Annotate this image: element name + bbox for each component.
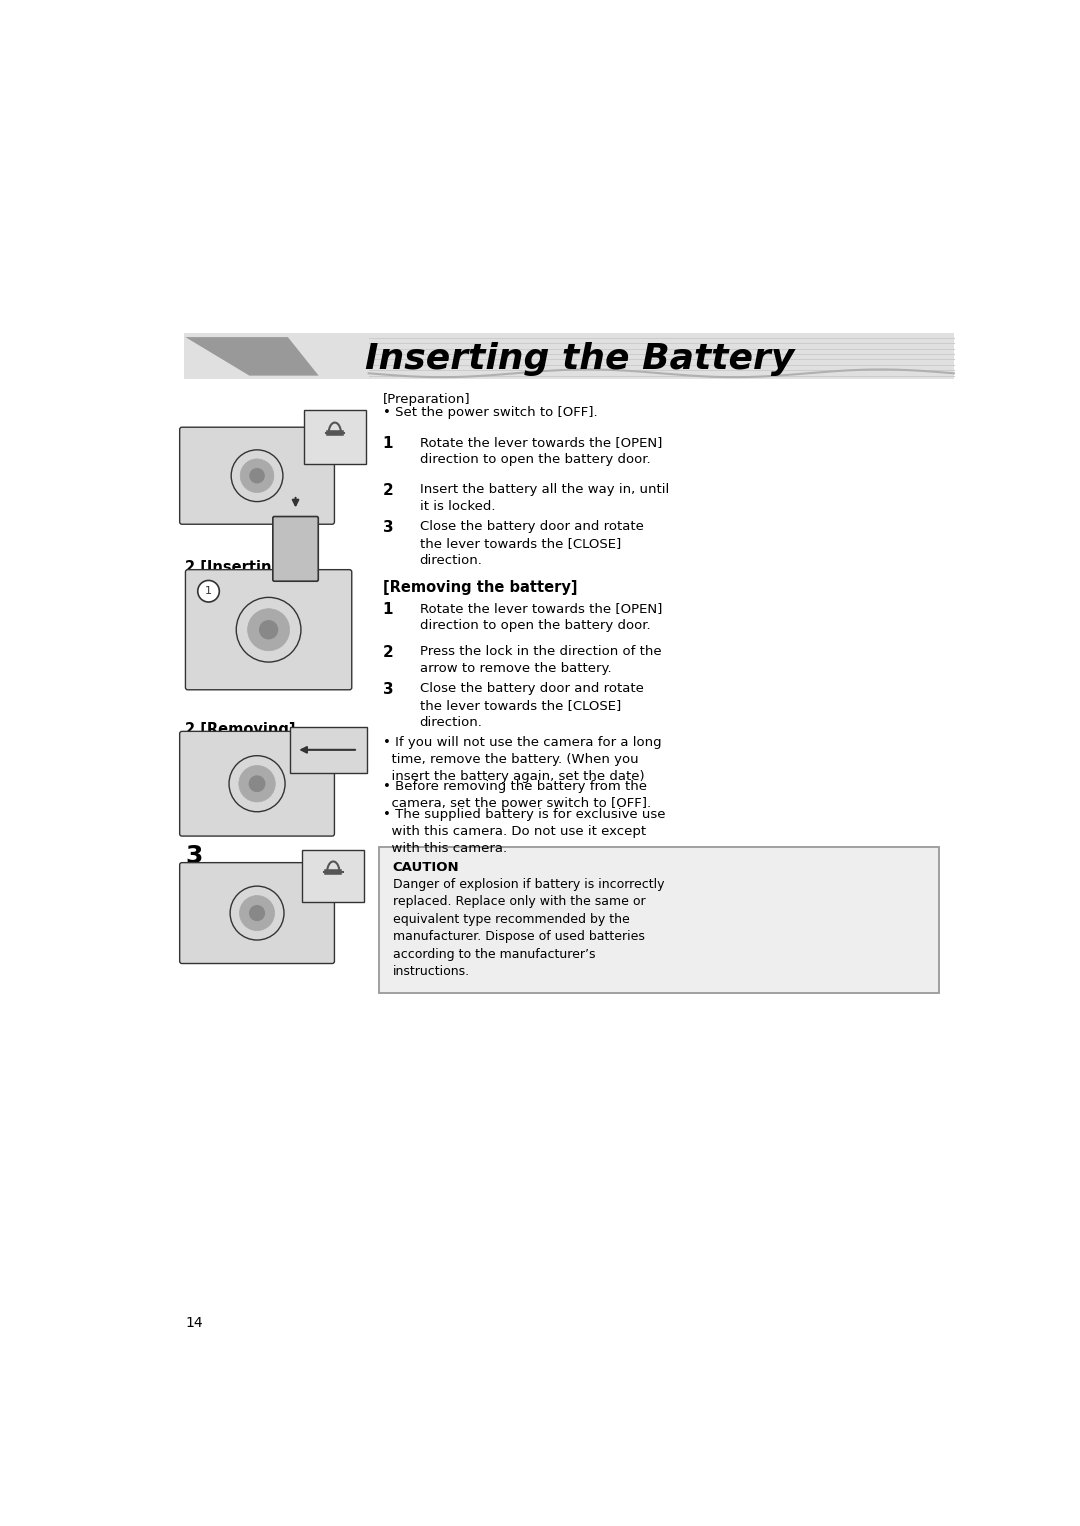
FancyBboxPatch shape <box>305 410 366 464</box>
Text: • If you will not use the camera for a long
  time, remove the battery. (When yo: • If you will not use the camera for a l… <box>382 736 661 783</box>
Text: • The supplied battery is for exclusive use
  with this camera. Do not use it ex: • The supplied battery is for exclusive … <box>382 809 665 856</box>
Text: • Set the power switch to [OFF].: • Set the power switch to [OFF]. <box>382 406 597 418</box>
FancyBboxPatch shape <box>379 847 940 993</box>
Text: Press the lock in the direction of the
arrow to remove the battery.: Press the lock in the direction of the a… <box>419 645 661 674</box>
Text: Rotate the lever towards the [OPEN]
direction to open the battery door.: Rotate the lever towards the [OPEN] dire… <box>419 601 662 632</box>
Text: 2 [Inserting]: 2 [Inserting] <box>186 560 289 575</box>
Text: [Preparation]: [Preparation] <box>382 392 470 406</box>
Text: 14: 14 <box>186 1317 203 1331</box>
Text: Inserting the Battery: Inserting the Battery <box>365 342 794 375</box>
Circle shape <box>198 580 219 601</box>
FancyBboxPatch shape <box>186 569 352 690</box>
Text: CAUTION: CAUTION <box>392 861 459 874</box>
Text: 3: 3 <box>186 844 203 868</box>
Circle shape <box>248 775 266 792</box>
Text: • Before removing the battery from the
  camera, set the power switch to [OFF].: • Before removing the battery from the c… <box>382 780 650 810</box>
Text: 3: 3 <box>382 682 393 697</box>
Circle shape <box>249 905 265 922</box>
Text: Rotate the lever towards the [OPEN]
direction to open the battery door.: Rotate the lever towards the [OPEN] dire… <box>419 436 662 465</box>
Circle shape <box>247 609 289 650</box>
FancyBboxPatch shape <box>291 726 367 774</box>
Text: 1: 1 <box>382 436 393 450</box>
FancyBboxPatch shape <box>273 516 319 581</box>
Text: 2: 2 <box>382 645 393 661</box>
FancyBboxPatch shape <box>179 427 335 525</box>
Text: 1: 1 <box>382 601 393 617</box>
Text: [Removing the battery]: [Removing the battery] <box>382 580 577 595</box>
Text: Close the battery door and rotate
the lever towards the [CLOSE]
direction.: Close the battery door and rotate the le… <box>419 682 644 729</box>
FancyBboxPatch shape <box>179 731 335 836</box>
Circle shape <box>240 896 274 931</box>
Text: Insert the battery all the way in, until
it is locked.: Insert the battery all the way in, until… <box>419 484 669 513</box>
Polygon shape <box>184 333 954 380</box>
Text: Close the battery door and rotate
the lever towards the [CLOSE]
direction.: Close the battery door and rotate the le… <box>419 520 644 566</box>
Text: 2: 2 <box>382 484 393 499</box>
Circle shape <box>249 468 265 484</box>
Polygon shape <box>186 337 319 375</box>
Circle shape <box>239 766 275 803</box>
Text: 1: 1 <box>186 438 203 461</box>
Circle shape <box>240 459 274 493</box>
Circle shape <box>259 620 279 639</box>
FancyBboxPatch shape <box>302 850 364 902</box>
Text: 2 [Removing]: 2 [Removing] <box>186 722 296 737</box>
FancyBboxPatch shape <box>179 862 335 963</box>
Text: Danger of explosion if battery is incorrectly
replaced. Replace only with the sa: Danger of explosion if battery is incorr… <box>392 877 664 978</box>
Text: 1: 1 <box>205 586 212 597</box>
Text: 3: 3 <box>382 520 393 534</box>
